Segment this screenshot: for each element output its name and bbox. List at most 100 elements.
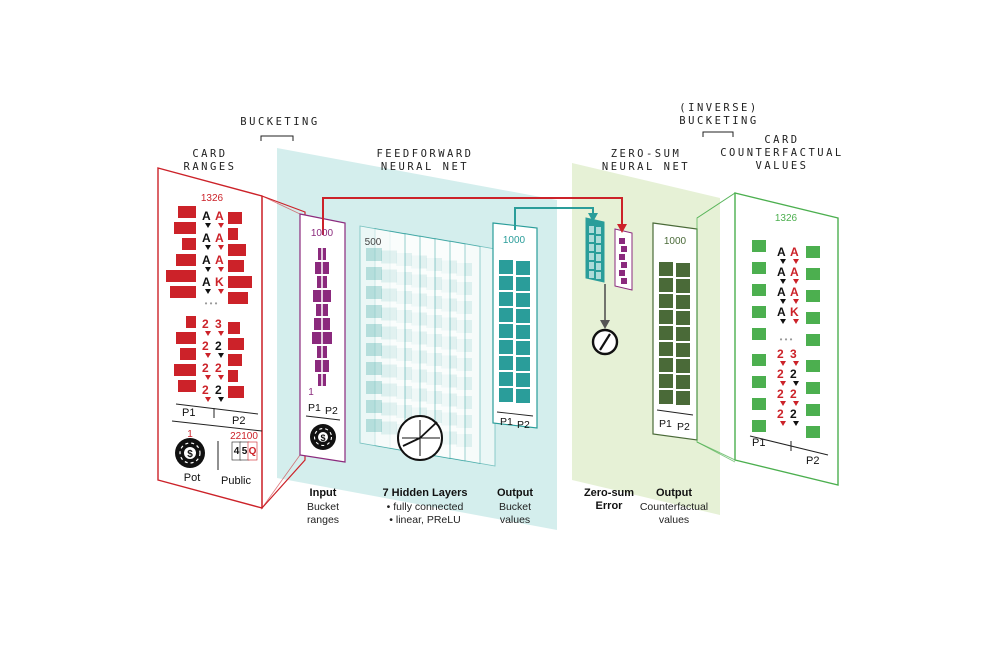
card-ranges-panel: A AA AA AA K2 32 22 22 2 $ 4 5 Q [157, 167, 306, 510]
card-rank: 2 [777, 347, 784, 361]
cf-value-bars [752, 240, 820, 438]
range-bar [186, 316, 196, 328]
cf-output-cell [676, 263, 690, 277]
input-p2-label: P2 [325, 405, 338, 417]
zs-teal-cell [589, 262, 594, 269]
zs-purple-cell [621, 262, 627, 268]
header-card-ranges: CARD RANGES [183, 148, 237, 173]
output-cell [516, 373, 530, 387]
prelu-icon [397, 415, 443, 461]
cf-value-bar [752, 376, 766, 388]
zs-teal-cell [596, 227, 601, 234]
range-bar [228, 292, 248, 304]
suit-icon [780, 319, 786, 324]
suit-icon [780, 259, 786, 264]
range-bars [166, 206, 252, 398]
suit-icon [780, 279, 786, 284]
cf-ellipsis: • • • [780, 335, 793, 344]
input-panel: $ [299, 213, 346, 463]
cf-value-bar [752, 420, 766, 432]
red-arrowhead-icon [617, 224, 627, 233]
output-bucket-panel [492, 222, 538, 429]
output-cell [516, 389, 530, 403]
suit-icon [793, 361, 799, 366]
neuron-cell [366, 286, 382, 299]
public-number: 22100 [230, 431, 258, 442]
zero-sum-boxes [585, 217, 633, 291]
card-rank: 2 [790, 407, 797, 421]
cf-value-bar [752, 306, 766, 318]
card-rank: 2 [215, 339, 222, 353]
ranges-ellipsis: • • • [205, 299, 218, 308]
hidden-count: 500 [365, 237, 382, 248]
range-bar [228, 244, 246, 256]
card-rank: 2 [215, 361, 222, 375]
cf-output-cell [676, 359, 690, 373]
cf-output-cell [676, 391, 690, 405]
output-cell [499, 308, 513, 322]
teal-flow-arrow [514, 207, 594, 230]
cf-output-cell [676, 343, 690, 357]
output-count: 1000 [503, 235, 526, 246]
cf-output-p1-label: P1 [659, 418, 672, 430]
output-cell [499, 340, 513, 354]
suit-icon [205, 353, 211, 358]
cf-value-bar [806, 404, 820, 416]
range-bar [180, 348, 196, 360]
pot-label: Pot [184, 472, 201, 484]
suit-icon [218, 223, 224, 228]
ranges-p2-label: P2 [232, 415, 245, 427]
cf-value-bar [752, 354, 766, 366]
cf-value-bar [752, 398, 766, 410]
range-bar [228, 354, 242, 366]
zs-purple-cell [621, 246, 627, 252]
range-card-pairs: A AA AA AA K2 32 22 22 2 [202, 209, 224, 402]
public-card-3: Q [249, 446, 257, 457]
red-flow-arrow [322, 197, 623, 235]
cf-output-cell [659, 374, 673, 388]
header-card-cf-values: CARD COUNTERFACTUAL VALUES [720, 134, 844, 172]
header-feedforward: FEEDFORWARD NEURAL NET [376, 148, 474, 173]
input-bucket-bars [312, 246, 332, 395]
card-rank: 3 [215, 317, 222, 331]
input-caption-title: Input [309, 487, 337, 499]
card-rank: A [777, 285, 786, 299]
range-bar [170, 286, 196, 298]
range-bar [228, 322, 240, 334]
ranges-p1-label: P1 [182, 407, 195, 419]
ranges-count: 1326 [201, 193, 224, 204]
output-cell [516, 293, 530, 307]
public-card-2: 5 [242, 446, 248, 457]
cf-values-panel: A AA AA AA K2 32 22 22 2 [696, 192, 839, 486]
card-rank: 2 [202, 317, 209, 331]
zs-teal-cell [589, 244, 594, 251]
range-bar [176, 332, 196, 344]
output-cell [516, 261, 530, 275]
cf-output-cell [659, 342, 673, 356]
suit-icon [780, 421, 786, 426]
suit-icon [218, 267, 224, 272]
card-rank: A [790, 265, 799, 279]
card-rank: K [790, 305, 799, 319]
range-bar [166, 270, 196, 282]
cf-output-cell [659, 262, 673, 276]
cf-value-bar [806, 290, 820, 302]
bucketing-bracket [260, 135, 294, 141]
neuron-cell [366, 267, 382, 280]
zs-purple-cell [621, 278, 627, 284]
suit-icon [218, 245, 224, 250]
cf-output-cell [659, 358, 673, 372]
zs-teal-cell [589, 226, 594, 233]
card-rank: A [777, 265, 786, 279]
suit-icon [793, 319, 799, 324]
suit-icon [205, 289, 211, 294]
cf-value-bar [752, 262, 766, 274]
range-bar [174, 364, 196, 376]
neuron-cell [366, 400, 382, 413]
cf-value-bar [806, 426, 820, 438]
card-rank: 2 [790, 367, 797, 381]
cf-output-cell [676, 295, 690, 309]
card-rank: 2 [202, 361, 209, 375]
suit-icon [218, 375, 224, 380]
output-p2-label: P2 [517, 419, 530, 431]
